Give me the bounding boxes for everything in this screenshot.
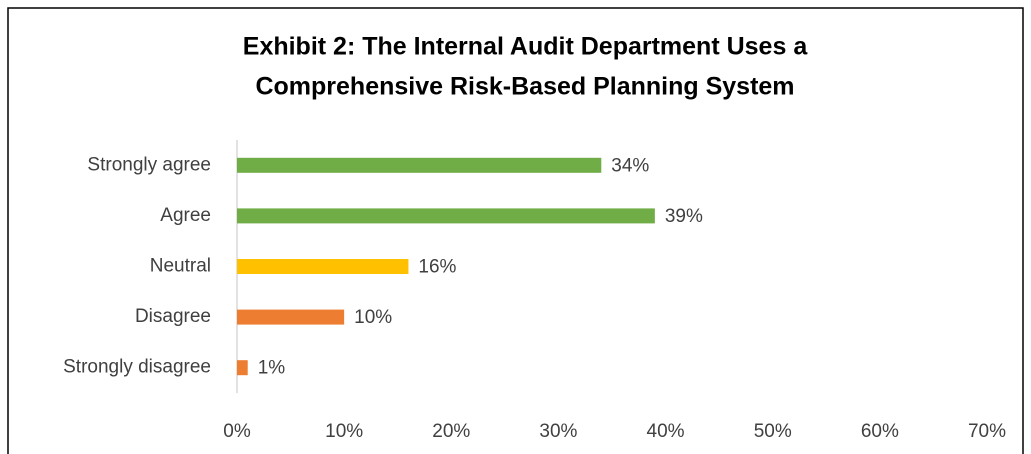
y-tick-label: Disagree xyxy=(135,306,211,327)
chart-title: Exhibit 2: The Internal Audit Department… xyxy=(243,33,809,61)
x-tick-label: 10% xyxy=(325,421,363,442)
y-tick-label: Strongly agree xyxy=(87,154,211,175)
data-label: 34% xyxy=(611,155,649,176)
x-tick-label: 30% xyxy=(539,421,577,442)
y-tick-label: Neutral xyxy=(150,256,211,277)
y-tick-label: Agree xyxy=(160,205,211,226)
x-tick-label: 70% xyxy=(968,421,1006,442)
bar xyxy=(237,360,248,376)
bar xyxy=(237,309,345,325)
data-label: 39% xyxy=(665,206,703,227)
data-label: 10% xyxy=(354,307,392,328)
chart-border xyxy=(7,7,1024,454)
data-label: 1% xyxy=(258,358,286,379)
y-tick-label: Strongly disagree xyxy=(63,357,211,378)
chart-title: Comprehensive Risk-Based Planning System xyxy=(255,73,794,101)
x-tick-label: 20% xyxy=(432,421,470,442)
data-label: 16% xyxy=(418,257,456,278)
x-tick-label: 40% xyxy=(647,421,685,442)
x-tick-label: 0% xyxy=(223,421,251,442)
bar xyxy=(237,259,409,274)
x-tick-label: 60% xyxy=(861,421,899,442)
bar xyxy=(237,157,602,173)
x-tick-label: 50% xyxy=(754,421,792,442)
bar xyxy=(237,208,655,224)
